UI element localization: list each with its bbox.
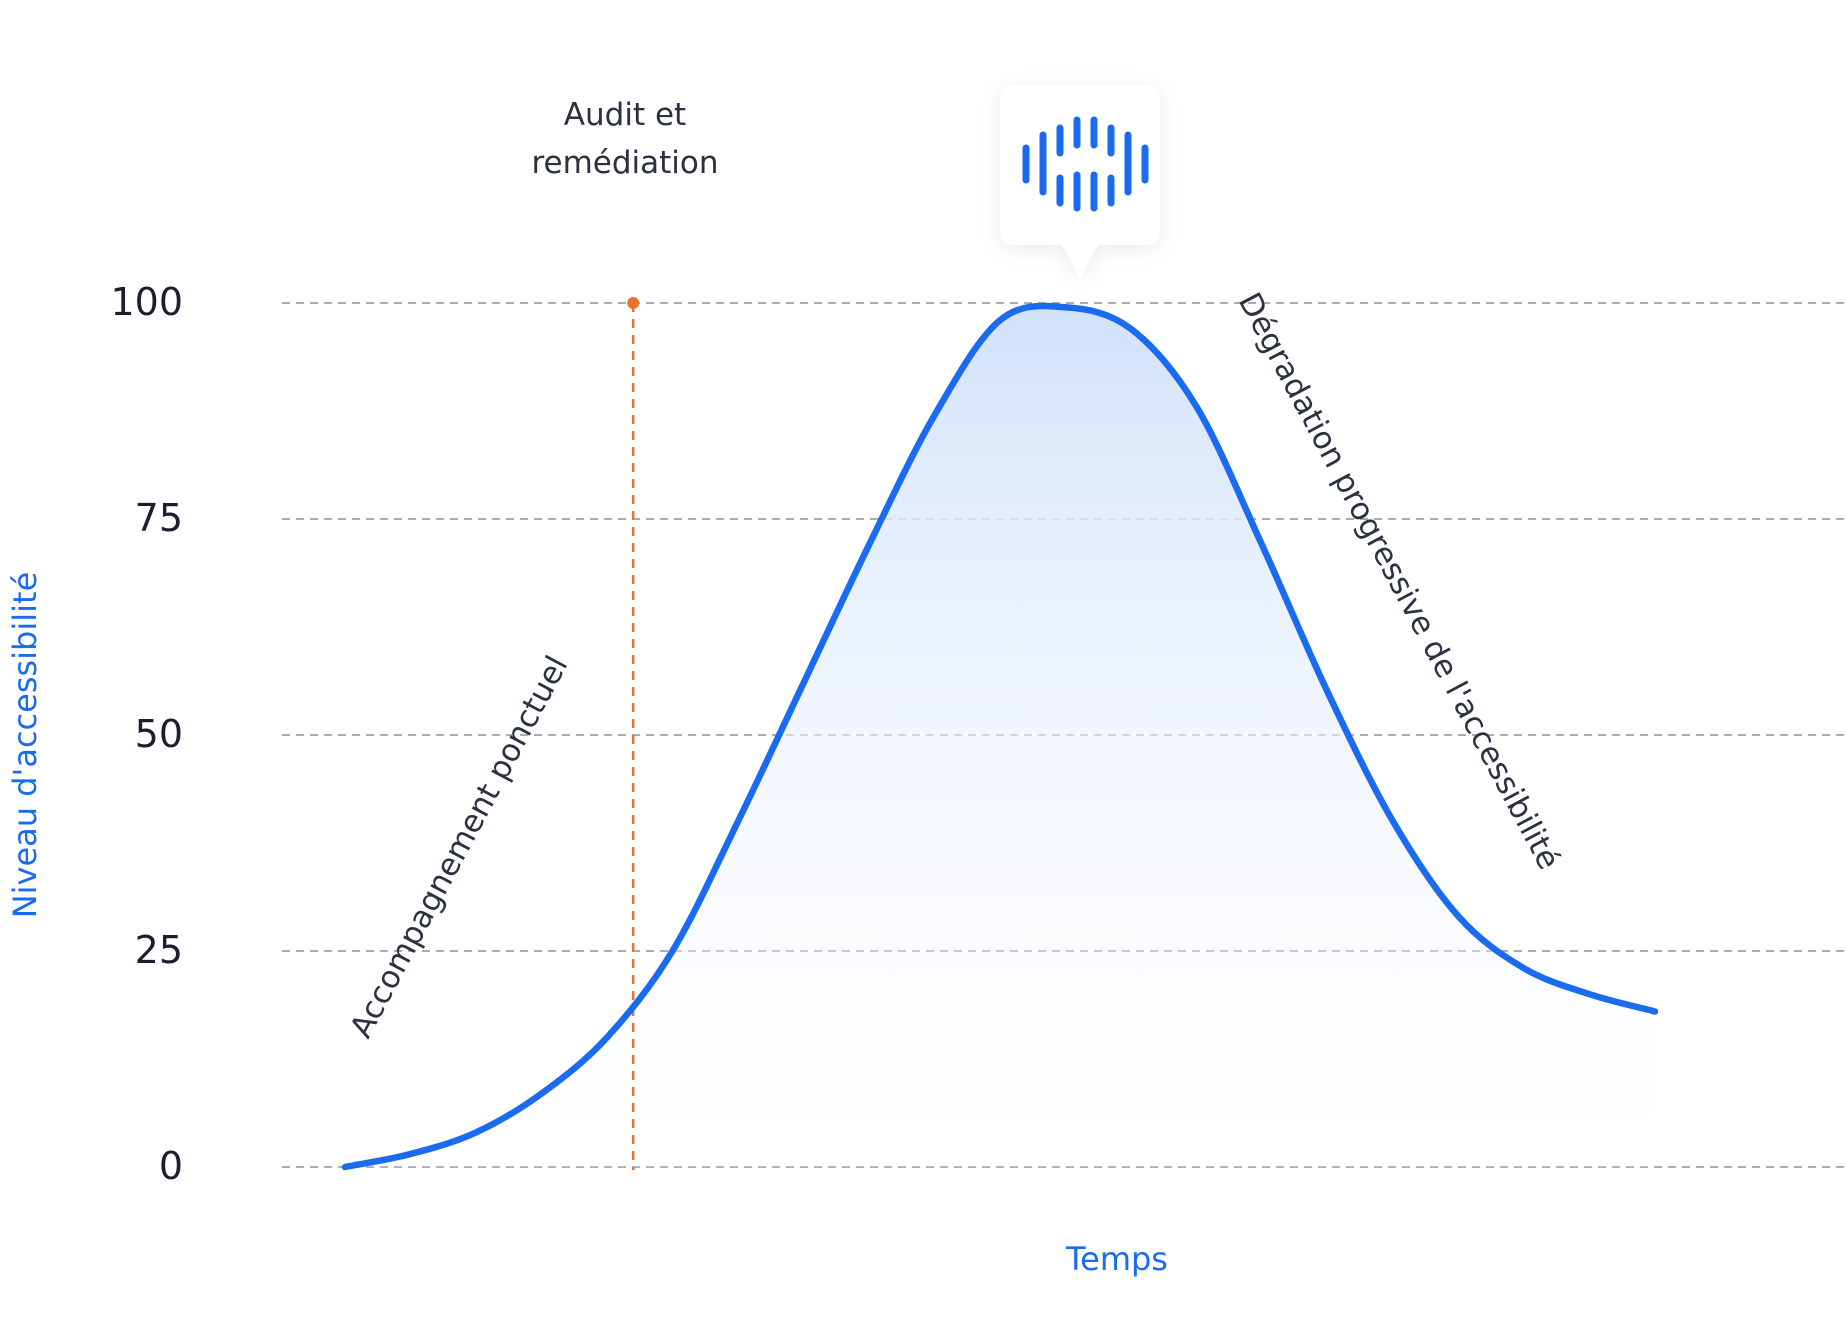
y-axis-title: Niveau d'accessibilité xyxy=(6,572,44,919)
annotation-audit-line2: remédiation xyxy=(531,145,718,181)
y-tick-label: 100 xyxy=(110,280,183,324)
annotation-audit-line1: Audit et xyxy=(564,97,686,133)
x-axis-title: Temps xyxy=(1065,1240,1168,1278)
y-tick-labels: 0 25 50 75 100 xyxy=(110,280,183,1188)
y-tick-label: 50 xyxy=(135,712,183,756)
waveform-logo-icon xyxy=(1022,116,1149,212)
y-tick-label: 25 xyxy=(135,928,183,972)
y-tick-label: 0 xyxy=(159,1144,183,1188)
area-fill xyxy=(345,306,1655,1167)
y-tick-label: 75 xyxy=(135,496,183,540)
annotation-accompagnement: Accompagnement ponctuel xyxy=(343,650,575,1044)
audit-marker-dot xyxy=(627,297,640,309)
series-line xyxy=(341,302,1659,1171)
